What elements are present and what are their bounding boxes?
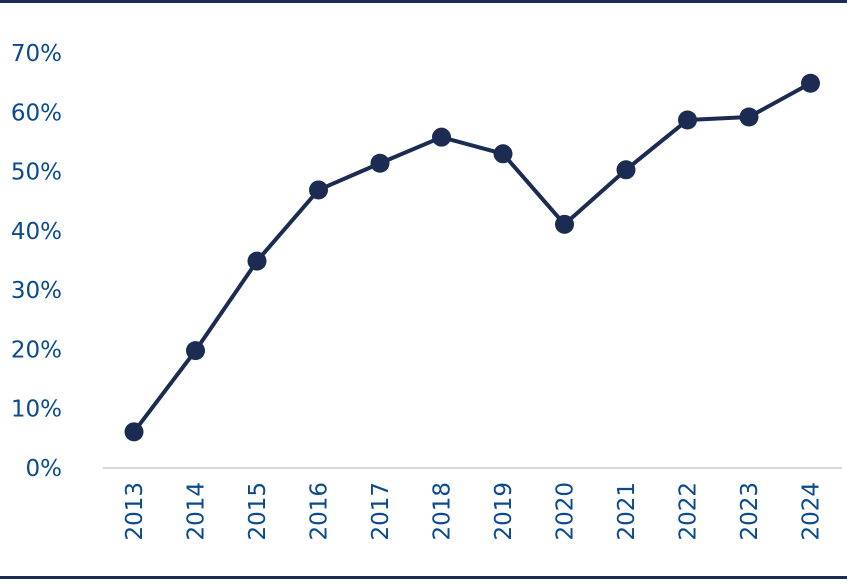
y-tick-label: 0% (26, 456, 63, 482)
top-rule (0, 0, 847, 3)
x-tick-label: 2019 (491, 482, 517, 541)
data-point (739, 107, 759, 127)
y-tick-label: 50% (11, 160, 62, 186)
x-tick-label: 2018 (430, 482, 456, 541)
data-point (124, 422, 144, 442)
x-tick-label: 2015 (245, 482, 271, 541)
x-tick-label: 2023 (737, 482, 763, 541)
x-tick-label: 2022 (676, 482, 702, 541)
data-point (678, 110, 697, 130)
x-tick-label: 2024 (799, 482, 825, 541)
data-point (432, 127, 451, 147)
x-tick-label: 2020 (553, 482, 579, 541)
bottom-rule (0, 576, 847, 579)
data-point (186, 341, 205, 361)
series-line (132, 81, 812, 434)
data-point (616, 160, 636, 180)
data-point (370, 153, 390, 173)
x-tick-label: 2017 (368, 482, 394, 541)
y-tick-label: 60% (11, 100, 62, 126)
x-tick-label: 2021 (614, 482, 640, 541)
y-tick-label: 70% (11, 41, 62, 67)
y-tick-label: 20% (11, 337, 62, 363)
data-point (555, 214, 574, 234)
y-tick-label: 10% (11, 397, 62, 423)
data-point (801, 73, 820, 93)
data-point (247, 251, 267, 271)
x-tick-label: 2016 (307, 482, 333, 541)
y-tick-label: 40% (11, 219, 62, 245)
data-point (493, 144, 513, 164)
x-tick-label: 2013 (122, 482, 148, 541)
y-tick-label: 30% (11, 278, 62, 304)
x-tick-label: 2014 (184, 482, 210, 541)
data-point (309, 180, 328, 200)
